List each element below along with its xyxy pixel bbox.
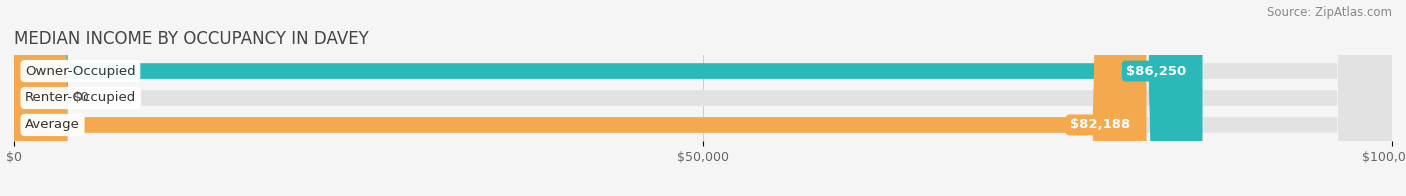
FancyBboxPatch shape: [14, 0, 1392, 196]
Text: Renter-Occupied: Renter-Occupied: [25, 92, 136, 104]
Text: $0: $0: [73, 92, 90, 104]
FancyBboxPatch shape: [14, 0, 1392, 196]
FancyBboxPatch shape: [14, 0, 1392, 196]
Text: $82,188: $82,188: [1070, 118, 1130, 132]
FancyBboxPatch shape: [14, 0, 1202, 196]
FancyBboxPatch shape: [14, 0, 1146, 196]
Text: Owner-Occupied: Owner-Occupied: [25, 64, 136, 78]
Text: Average: Average: [25, 118, 80, 132]
Text: MEDIAN INCOME BY OCCUPANCY IN DAVEY: MEDIAN INCOME BY OCCUPANCY IN DAVEY: [14, 30, 368, 48]
Text: $86,250: $86,250: [1126, 64, 1185, 78]
Text: Source: ZipAtlas.com: Source: ZipAtlas.com: [1267, 6, 1392, 19]
FancyBboxPatch shape: [14, 0, 62, 196]
